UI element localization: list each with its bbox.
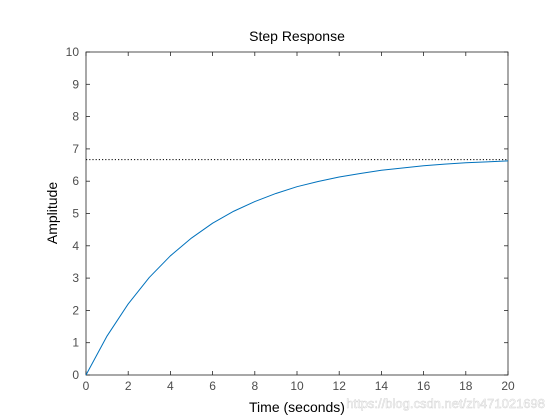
plot-area: [85, 51, 509, 376]
x-axis-label: Time (seconds): [249, 399, 345, 415]
y-tick-label: 0: [72, 368, 79, 382]
x-tick-label: 6: [209, 379, 216, 393]
x-tick-label: 12: [333, 379, 347, 393]
x-tick-label: 4: [167, 379, 174, 393]
x-tick-label: 8: [251, 379, 258, 393]
axis-ticks: [85, 51, 509, 376]
y-tick-label: 7: [72, 142, 79, 156]
chart-title: Step Response: [249, 28, 345, 44]
y-tick-label: 1: [72, 336, 79, 350]
y-tick-label: 9: [72, 77, 79, 91]
step-response-curve: [85, 160, 509, 376]
y-axis-label: Amplitude: [44, 182, 60, 244]
y-tick-label: 3: [72, 271, 79, 285]
y-tick-labels: 0 1 2 3 4 5 6 7 8 9 10: [66, 45, 80, 382]
x-tick-label: 14: [375, 379, 389, 393]
y-tick-label: 8: [72, 110, 79, 124]
x-tick-label: 16: [417, 379, 431, 393]
y-tick-label: 6: [72, 174, 79, 188]
x-tick-label: 2: [125, 379, 132, 393]
watermark-text: https://blog.csdn.net/zh471021698: [346, 396, 545, 411]
y-tick-label: 2: [72, 303, 79, 317]
x-tick-label: 20: [501, 379, 515, 393]
x-tick-labels: 0 2 4 6 8 10 12 14 16 18 20: [83, 379, 515, 393]
y-tick-label: 10: [66, 45, 80, 59]
x-tick-label: 10: [290, 379, 304, 393]
y-tick-label: 4: [72, 239, 79, 253]
y-tick-label: 5: [72, 207, 79, 221]
x-tick-label: 18: [459, 379, 473, 393]
x-tick-label: 0: [83, 379, 90, 393]
series-lines: [85, 160, 509, 376]
